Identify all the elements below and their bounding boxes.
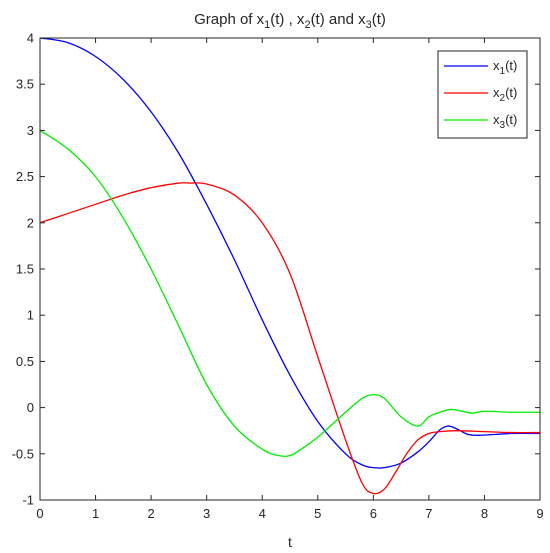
title-part: 1	[264, 19, 270, 31]
y-tick-label: 1.5	[16, 262, 34, 277]
y-tick-label: 3.5	[16, 77, 34, 92]
x-axis: 0 1 2 3 4 5 6 7 8 9	[36, 38, 544, 521]
title-part: 2	[304, 19, 310, 31]
y-tick-label: 4	[27, 31, 34, 46]
x-tick-label: 5	[314, 506, 321, 521]
legend-label: x1(t)	[493, 58, 517, 77]
x-tick-label: 2	[147, 506, 154, 521]
x-axis-label: t	[288, 534, 292, 550]
y-tick-label: -0.5	[12, 446, 34, 461]
chart-title: Graph of x1(t) , x2(t) and x3(t)	[194, 11, 386, 31]
legend: x1(t) x2(t) x3(t)	[437, 50, 528, 139]
y-tick-label: 3	[27, 123, 34, 138]
x-tick-label: 0	[36, 506, 43, 521]
x-tick-label: 7	[425, 506, 432, 521]
x-tick-label: 3	[203, 506, 210, 521]
y-tick-label: 2	[27, 215, 34, 230]
y-tick-label: 1	[27, 308, 34, 323]
title-part: (t) , x	[270, 11, 305, 28]
y-tick-label: 0	[27, 400, 34, 415]
series-line-x2	[39, 182, 541, 495]
x-tick-label: 6	[370, 506, 377, 521]
title-part: (t)	[372, 11, 386, 28]
legend-label: x3(t)	[493, 112, 517, 131]
legend-label: x2(t)	[493, 85, 517, 104]
series-line-x3	[39, 129, 541, 458]
x-tick-label: 8	[481, 506, 488, 521]
title-part: 3	[366, 19, 372, 31]
x-tick-label: 9	[536, 506, 543, 521]
y-tick-label: 0.5	[16, 354, 34, 369]
series-layer	[39, 37, 541, 495]
series-line-x1	[39, 37, 541, 469]
title-part: (t) and x	[311, 11, 367, 28]
x-tick-label: 1	[92, 506, 99, 521]
title-part: Graph of x	[194, 11, 265, 28]
y-tick-label: 2.5	[16, 169, 34, 184]
x-tick-label: 4	[259, 506, 266, 521]
y-tick-label: -1	[22, 493, 34, 508]
y-axis: -1 -0.5 0 0.5 1 1.5 2 2.5 3 3.5 4	[12, 31, 540, 508]
